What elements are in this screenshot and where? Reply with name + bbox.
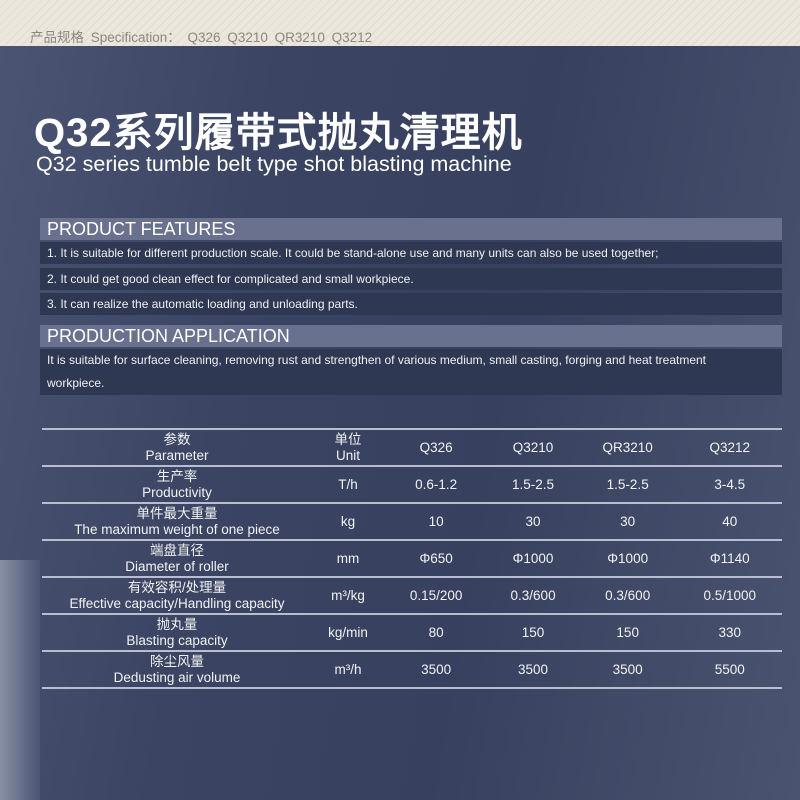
table-row: 生产率 Productivity T/h 0.6-1.2 1.5-2.5 1.5-2.5 3…: [42, 465, 782, 503]
parameter-cell: 单件最大重量 The maximum weight of one piece: [42, 502, 312, 540]
value-cell: 1.5-2.5: [488, 465, 578, 503]
value-cell: 30: [488, 502, 578, 540]
table-header-row: 参数 Parameter 单位 Unit Q326 Q3210 QR3210 Q32…: [42, 428, 782, 466]
title-chinese: Q32系列履带式抛丸清理机: [34, 111, 523, 155]
unit-cell: T/h: [312, 465, 384, 503]
features-heading: PRODUCT FEATURES: [40, 218, 782, 240]
value-cell: 30: [577, 502, 678, 540]
table-row: 单件最大重量 The maximum weight of one piece kg 1…: [42, 502, 782, 540]
value-cell: 40: [677, 502, 782, 540]
value-cell: 3-4.5: [677, 465, 782, 503]
parameter-cell: 除尘风量 Dedusting air volume: [42, 650, 312, 689]
value-cell: 330: [677, 613, 782, 651]
feature-item: 1. It is suitable for different producti…: [40, 242, 782, 264]
top-strip: [0, 0, 800, 46]
header-model: Q326: [384, 428, 489, 466]
value-cell: Φ1140: [677, 539, 782, 577]
value-cell: 0.3/600: [488, 576, 578, 614]
table-row: 端盘直径 Diameter of roller mm Φ650 Φ1000 Φ1000 Φ1…: [42, 539, 782, 577]
parameter-cell: 端盘直径 Diameter of roller: [42, 539, 312, 577]
value-cell: 3500: [577, 650, 678, 689]
value-cell: Φ1000: [577, 539, 678, 577]
application-heading: PRODUCTION APPLICATION: [40, 325, 782, 347]
value-cell: 0.3/600: [577, 576, 678, 614]
header-model: Q3210: [488, 428, 578, 466]
feature-item: 2. It could get good clean effect for co…: [40, 268, 782, 290]
value-cell: 150: [488, 613, 578, 651]
application-text: It is suitable for surface cleaning, rem…: [40, 349, 782, 395]
header-model: Q3212: [677, 428, 782, 466]
value-cell: 150: [577, 613, 678, 651]
unit-cell: kg/min: [312, 613, 384, 651]
value-cell: Φ1000: [488, 539, 578, 577]
spec-table: 参数 Parameter 单位 Unit Q326 Q3210 QR3210 Q32…: [42, 428, 782, 689]
feature-item: 3. It can realize the automatic loading …: [40, 293, 782, 315]
parameter-cell: 有效容积/处理量 Effective capacity/Handling capa…: [42, 576, 312, 614]
unit-cell: kg: [312, 502, 384, 540]
unit-cell: mm: [312, 539, 384, 577]
value-cell: 5500: [677, 650, 782, 689]
value-cell: 1.5-2.5: [577, 465, 678, 503]
value-cell: 0.5/1000: [677, 576, 782, 614]
value-cell: 0.15/200: [384, 576, 489, 614]
table-row: 除尘风量 Dedusting air volume m³/h 3500 3500 3500…: [42, 650, 782, 689]
unit-cell: m³/h: [312, 650, 384, 689]
title-english: Q32 series tumble belt type shot blastin…: [36, 152, 512, 176]
unit-cell: m³/kg: [312, 576, 384, 614]
table-row: 抛丸量 Blasting capacity kg/min 80 150 150 330: [42, 613, 782, 651]
header-model: QR3210: [577, 428, 678, 466]
header-unit: 单位 Unit: [312, 428, 384, 466]
table-row: 有效容积/处理量 Effective capacity/Handling capa…: [42, 576, 782, 614]
value-cell: 0.6-1.2: [384, 465, 489, 503]
parameter-cell: 抛丸量 Blasting capacity: [42, 613, 312, 651]
value-cell: 3500: [384, 650, 489, 689]
value-cell: Φ650: [384, 539, 489, 577]
parameter-cell: 生产率 Productivity: [42, 465, 312, 503]
value-cell: 10: [384, 502, 489, 540]
header-parameter: 参数 Parameter: [42, 428, 312, 466]
value-cell: 80: [384, 613, 489, 651]
specification-line: 产品规格 Specification： Q326 Q3210 QR3210 Q3…: [30, 30, 373, 45]
light-reflection: [0, 560, 40, 800]
value-cell: 3500: [488, 650, 578, 689]
